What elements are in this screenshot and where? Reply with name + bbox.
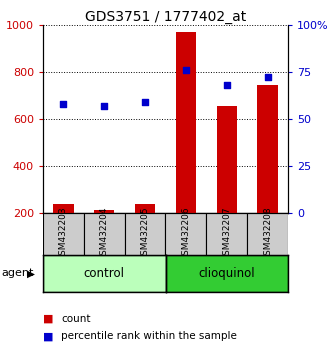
Bar bbox=[206, 213, 247, 255]
Text: ■: ■ bbox=[43, 331, 54, 341]
Bar bbox=[53, 204, 73, 260]
Text: GSM432207: GSM432207 bbox=[222, 207, 231, 261]
Title: GDS3751 / 1777402_at: GDS3751 / 1777402_at bbox=[85, 10, 246, 24]
Text: GSM432206: GSM432206 bbox=[181, 207, 190, 261]
Bar bbox=[247, 213, 288, 255]
Text: clioquinol: clioquinol bbox=[198, 267, 255, 280]
Point bbox=[183, 67, 189, 73]
Bar bbox=[94, 210, 115, 260]
Bar bbox=[84, 213, 125, 255]
Bar bbox=[43, 213, 84, 255]
Text: GSM432203: GSM432203 bbox=[59, 207, 68, 261]
Bar bbox=[176, 32, 196, 260]
Text: GSM432204: GSM432204 bbox=[100, 207, 109, 261]
Text: GSM432205: GSM432205 bbox=[141, 207, 150, 261]
Point bbox=[265, 75, 270, 80]
Point bbox=[102, 103, 107, 109]
Point bbox=[224, 82, 229, 88]
Bar bbox=[125, 213, 166, 255]
Point bbox=[61, 101, 66, 107]
Bar bbox=[216, 106, 237, 260]
Text: control: control bbox=[84, 267, 125, 280]
Bar bbox=[135, 204, 155, 260]
Bar bbox=[257, 85, 278, 260]
Text: ▶: ▶ bbox=[26, 268, 34, 279]
Text: agent: agent bbox=[2, 268, 34, 279]
Text: count: count bbox=[61, 314, 91, 324]
Point bbox=[142, 99, 148, 105]
Text: ■: ■ bbox=[43, 314, 54, 324]
Text: GSM432208: GSM432208 bbox=[263, 207, 272, 261]
Text: percentile rank within the sample: percentile rank within the sample bbox=[61, 331, 237, 341]
Bar bbox=[166, 213, 206, 255]
